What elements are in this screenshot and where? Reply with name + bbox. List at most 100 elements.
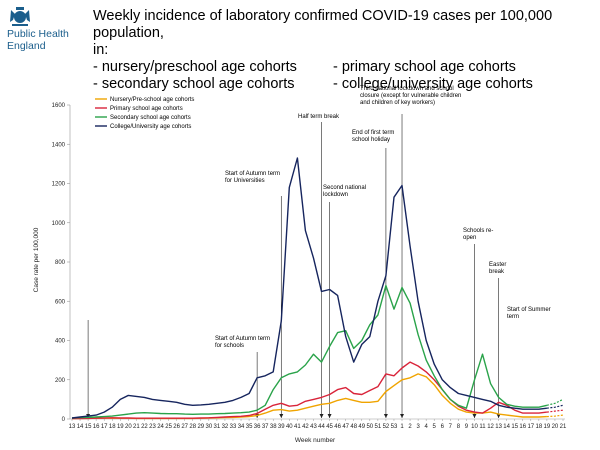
- series-line-college: [71, 157, 547, 419]
- x-tick-label: 13: [495, 424, 502, 430]
- x-tick-label: 19: [544, 424, 551, 430]
- x-tick-label: 33: [230, 424, 237, 430]
- x-tick-label: 25: [165, 424, 172, 430]
- series-line-college-provisional: [546, 404, 564, 409]
- x-tick-label: 27: [181, 424, 188, 430]
- annotation-label: Easter: [489, 262, 506, 268]
- x-tick-label: 47: [342, 424, 349, 430]
- x-tick-label: 35: [246, 424, 253, 430]
- x-tick-label: 17: [527, 424, 534, 430]
- y-tick-label: 1000: [52, 221, 66, 227]
- y-tick-label: 1400: [52, 142, 66, 148]
- y-tick-label: 400: [55, 339, 66, 345]
- x-tick-label: 51: [375, 424, 382, 430]
- x-tick-label: 11: [479, 424, 486, 430]
- x-tick-label: 6: [441, 424, 445, 430]
- annotation-label: open: [463, 235, 476, 241]
- annotation-arrow-icon: [472, 414, 477, 418]
- title-item-college: - college/university age cohorts: [333, 76, 533, 92]
- annotation-label: lockdown: [323, 192, 348, 198]
- title-item-primary: - primary school age cohorts: [333, 59, 516, 75]
- x-tick-label: 53: [391, 424, 398, 430]
- y-tick-label: 600: [55, 299, 66, 305]
- x-tick-label: 30: [205, 424, 212, 430]
- x-tick-label: 16: [519, 424, 526, 430]
- annotation-label: Start of Summer: [507, 307, 551, 313]
- x-tick-label: 15: [85, 424, 92, 430]
- x-tick-label: 5: [433, 424, 437, 430]
- annotation-label: Half term break: [298, 114, 340, 120]
- y-tick-label: 0: [62, 417, 66, 423]
- chart-title: Weekly incidence of laboratory confirmed…: [93, 8, 600, 93]
- annotation-arrow-icon: [319, 414, 324, 418]
- x-tick-label: 15: [511, 424, 518, 430]
- annotation-arrow-icon: [383, 414, 388, 418]
- legend-entry-college: College/University age cohorts: [110, 124, 191, 130]
- annotation-arrow-icon: [400, 414, 405, 418]
- x-tick-label: 52: [383, 424, 390, 430]
- annotation-arrow-icon: [279, 414, 284, 418]
- org-name-line2: England: [7, 40, 46, 52]
- x-tick-label: 9: [465, 424, 469, 430]
- x-tick-label: 2: [408, 424, 412, 430]
- x-tick-label: 32: [222, 424, 229, 430]
- x-tick-label: 14: [77, 424, 84, 430]
- x-tick-label: 34: [238, 424, 245, 430]
- x-tick-label: 18: [109, 424, 116, 430]
- annotation-arrow-icon: [327, 414, 332, 418]
- y-tick-label: 200: [55, 378, 66, 384]
- legend-entry-primary: Primary school age cohorts: [110, 106, 183, 112]
- y-tick-label: 1600: [52, 103, 66, 109]
- annotation-label: End of first term: [352, 130, 394, 136]
- legend-entry-nursery: Nursery/Pre-school age cohorts: [110, 97, 194, 103]
- x-tick-label: 45: [326, 424, 333, 430]
- x-tick-label: 23: [149, 424, 156, 430]
- title-item-secondary: - secondary school age cohorts: [93, 76, 295, 92]
- y-tick-label: 800: [55, 260, 66, 266]
- x-tick-label: 3: [416, 424, 420, 430]
- annotation-label: closure (except for vulnerable children: [360, 93, 461, 99]
- chart-legend: Nursery/Pre-school age cohorts Primary sc…: [95, 97, 194, 130]
- annotation-label: for schools: [215, 343, 244, 349]
- annotation-label: Second national: [323, 185, 366, 191]
- x-tick-label: 16: [93, 424, 100, 430]
- x-axis-label: Week number: [295, 437, 336, 444]
- x-tick-label: 42: [302, 424, 309, 430]
- title-item-nursery: - nursery/preschool age cohorts: [93, 59, 297, 75]
- x-tick-label: 39: [278, 424, 285, 430]
- annotation-label: term: [507, 314, 519, 320]
- x-tick-label: 24: [157, 424, 164, 430]
- x-tick-label: 38: [270, 424, 277, 430]
- x-tick-label: 41: [294, 424, 301, 430]
- x-tick-label: 18: [536, 424, 543, 430]
- x-tick-label: 20: [552, 424, 559, 430]
- legend-entry-secondary: Secondary school age cohorts: [110, 115, 191, 121]
- x-tick-label: 12: [487, 424, 494, 430]
- annotation-label: and children of key workers): [360, 100, 435, 106]
- x-tick-label: 7: [449, 424, 453, 430]
- x-tick-label: 1: [400, 424, 404, 430]
- x-tick-label: 50: [366, 424, 373, 430]
- annotation-arrow-icon: [496, 414, 501, 418]
- x-tick-label: 10: [471, 424, 478, 430]
- series-line-nursery-provisional: [546, 414, 564, 418]
- x-tick-label: 31: [214, 424, 221, 430]
- x-tick-label: 4: [424, 424, 428, 430]
- x-tick-label: 17: [101, 424, 108, 430]
- x-tick-label: 44: [318, 424, 325, 430]
- x-tick-label: 36: [254, 424, 261, 430]
- series-line-secondary: [71, 284, 548, 419]
- annotation-label: for Universities: [225, 178, 265, 184]
- x-tick-label: 8: [457, 424, 461, 430]
- x-tick-label: 21: [560, 424, 567, 430]
- title-line1: Weekly incidence of laboratory confirmed…: [93, 8, 553, 41]
- x-tick-label: 48: [350, 424, 357, 430]
- y-tick-label: 1200: [52, 182, 66, 188]
- annotation-label: Third national lockdown and school: [360, 86, 454, 92]
- annotation-label: break: [489, 269, 505, 275]
- royal-crest-icon: [10, 7, 30, 26]
- y-axis-label: Case rate per 100,000: [33, 227, 40, 292]
- x-tick-label: 40: [286, 424, 293, 430]
